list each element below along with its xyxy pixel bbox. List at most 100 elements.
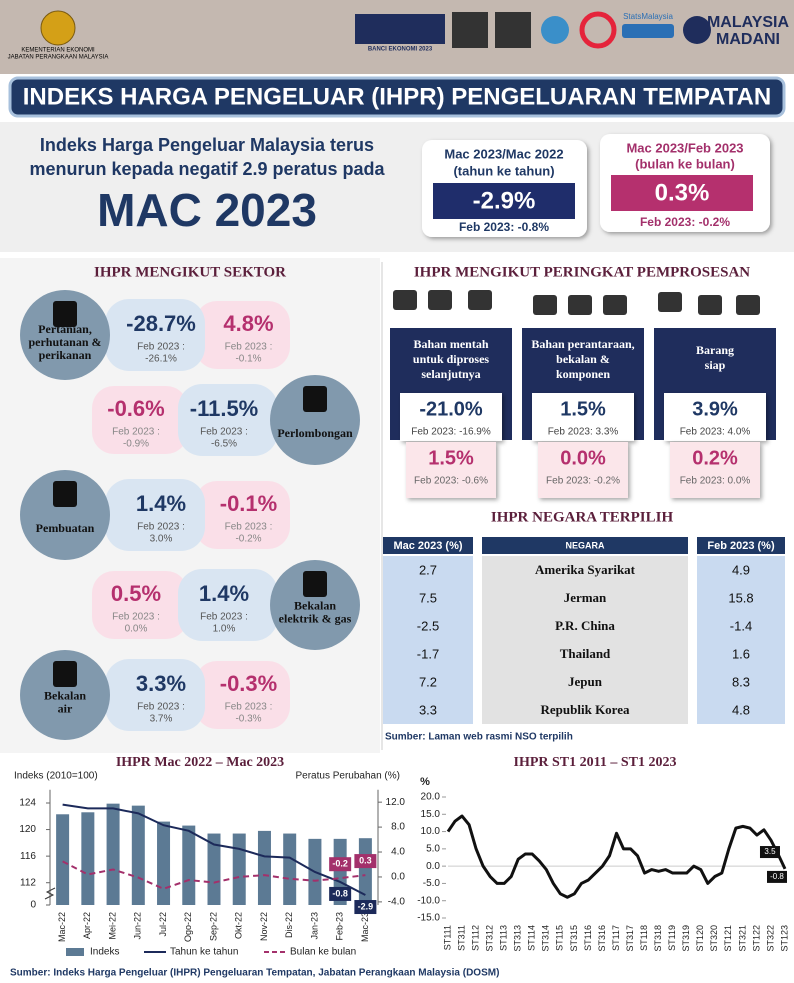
title-banner [8, 76, 786, 118]
sector-circle [20, 470, 110, 560]
y2-axis-label: Peratus Perubahan (%) [295, 771, 400, 782]
series-line [62, 803, 366, 896]
country-value: 3.3 [419, 702, 437, 717]
sector-name: Bekalan [44, 688, 86, 702]
qr [495, 12, 531, 48]
x-tick-label: ST117 [611, 925, 621, 951]
y-tick-label: -5.0 [423, 878, 441, 889]
x-tick-label: ST123 [779, 925, 789, 952]
column-header-text: Mac 2023 (%) [393, 540, 462, 552]
bar [157, 821, 171, 905]
yoy-period: Mac 2023/Mac 2022 [444, 146, 563, 161]
sector-yoy-prev: 3.7% [150, 714, 173, 725]
stage-mom-panel [538, 442, 628, 498]
sector-mom: -0.3% [220, 671, 277, 696]
country-source: Sumber: Laman web rasmi NSO terpilih [385, 732, 573, 743]
stage-name: Bahan mentah [413, 337, 488, 351]
prev-label: Feb 2023 : [225, 702, 273, 713]
x-tick-label: Jul-22 [158, 912, 168, 937]
y2-tick-label: 0.0 [391, 872, 405, 883]
y-tick-label: 124 [19, 798, 36, 809]
column-header-text: NEGARA [565, 540, 605, 550]
stage-mom-prev: Feb 2023: -0.2% [546, 476, 620, 487]
y-tick-label: 20.0 [421, 792, 441, 803]
yoy-pill [105, 479, 205, 551]
y2-tick-label: 8.0 [391, 822, 405, 833]
stage-icon [428, 290, 452, 310]
x-tick-label: ST114 [527, 925, 537, 951]
y-tick-label: 10.0 [421, 826, 441, 837]
mom-pill [195, 301, 290, 369]
sector-yoy: -11.5% [190, 396, 259, 421]
x-tick-label: ST311 [456, 925, 466, 951]
sector-yoy-prev: 3.0% [150, 534, 173, 545]
column-body [482, 556, 688, 724]
sector-icon [303, 571, 327, 597]
prev-label: Feb 2023 : [200, 427, 248, 438]
brand: MADANI [716, 31, 780, 48]
headline: menurun kepada negatif 2.9 peratus pada [29, 159, 385, 179]
y-tick-label: -10.0 [417, 895, 440, 906]
stage-icon [603, 295, 627, 315]
sector-heading: IHPR MENGIKUT SEKTOR [94, 264, 286, 280]
x-tick-label: ST111 [442, 925, 452, 950]
value-label: -0.8 [770, 872, 784, 881]
sector-mom-prev: -0.1% [235, 354, 261, 365]
x-tick-label: Mac-22 [57, 912, 67, 942]
column-body [383, 556, 473, 724]
x-tick-label: ST313 [513, 925, 523, 952]
legend-label: Indeks [90, 947, 119, 958]
y-tick-label: 15.0 [421, 809, 441, 820]
stage-heading: IHPR MENGIKUT PERINGKAT PEMPROSESAN [414, 264, 750, 280]
x-tick-label: ST317 [625, 925, 635, 952]
y-tick-label: 0 [30, 900, 36, 911]
stage-name: siap [705, 358, 726, 372]
x-tick-label: ST120 [695, 925, 705, 952]
stage-mom: 0.0% [560, 447, 606, 469]
x-tick-label: ST314 [541, 925, 551, 952]
stage-yoy-prev: Feb 2023: 3.3% [548, 427, 619, 438]
social-icons [622, 24, 674, 38]
sector-mom: 4.8% [223, 311, 273, 336]
yoy-value: -2.9% [473, 187, 536, 214]
prev-label: Feb 2023 : [137, 522, 185, 533]
x-tick-label: Mac-23 [360, 912, 370, 942]
x-tick-label: Ogo-22 [183, 912, 193, 942]
y-tick-label: -15.0 [417, 913, 440, 924]
x-tick-label: ST321 [737, 925, 747, 952]
country-value: -1.4 [730, 618, 752, 633]
x-tick-label: ST315 [569, 925, 579, 952]
sdg-logo [579, 11, 617, 49]
sector-yoy: 1.4% [136, 491, 186, 516]
x-tick-label: ST118 [639, 925, 649, 951]
bar [106, 803, 120, 905]
bar [81, 812, 95, 905]
x-tick-label: ST316 [597, 925, 607, 952]
x-tick-label: Mei-22 [107, 912, 117, 940]
y2-tick-label: 12.0 [386, 797, 406, 808]
stage-icon [658, 292, 682, 312]
mom-pill [92, 386, 188, 454]
country-name: P.R. China [555, 618, 615, 633]
prev-label: Feb 2023 : [225, 342, 273, 353]
sector-name: Perlombongan [277, 426, 353, 440]
yoy-previous: Feb 2023: -0.8% [459, 220, 549, 234]
country-value: 15.8 [728, 590, 753, 605]
prev-label: Feb 2023 : [112, 612, 160, 623]
prev-label: Feb 2023 : [200, 612, 248, 623]
headline: Indeks Harga Pengeluar Malaysia terus [40, 135, 374, 155]
stage-yoy-panel [664, 393, 766, 441]
stage-yoy-prev: Feb 2023: 4.0% [680, 427, 751, 438]
x-tick-label: ST113 [499, 925, 509, 951]
sector-name: perikanan [39, 348, 92, 362]
value-label-box [329, 886, 352, 901]
y2-tick-label: -4.0 [388, 897, 406, 908]
series-line [62, 860, 366, 890]
country-name: Republik Korea [541, 702, 630, 717]
x-tick-label: Jan-23 [309, 912, 319, 940]
x-tick-label: Okt-22 [234, 912, 244, 939]
ministry: KEMENTERIAN EKONOMI [21, 48, 95, 54]
stage-mom: 0.2% [692, 447, 738, 469]
sector-icon [53, 481, 77, 507]
